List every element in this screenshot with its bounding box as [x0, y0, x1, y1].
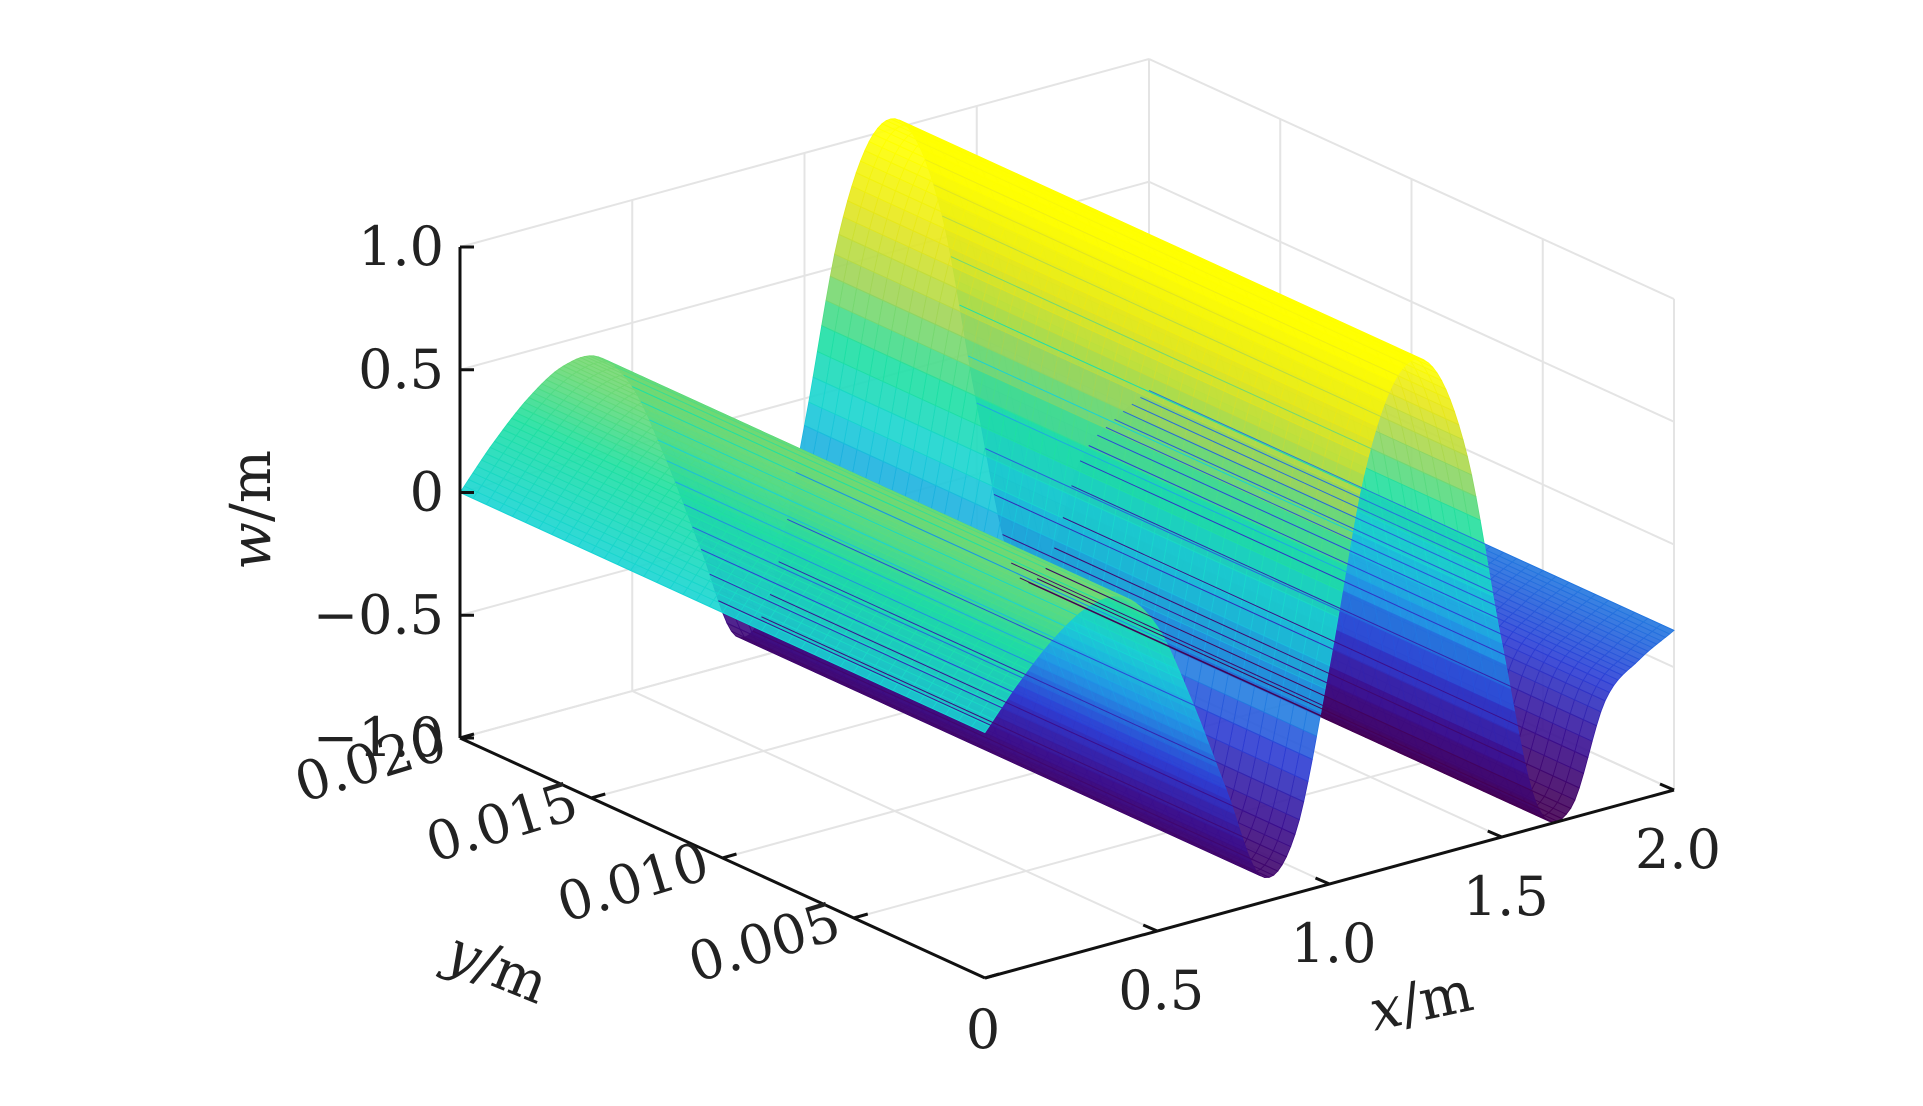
surface-mesh	[459, 118, 1675, 879]
grid-line	[1148, 180, 1675, 423]
grid-line	[1148, 58, 1675, 300]
grid-line	[459, 58, 1150, 248]
